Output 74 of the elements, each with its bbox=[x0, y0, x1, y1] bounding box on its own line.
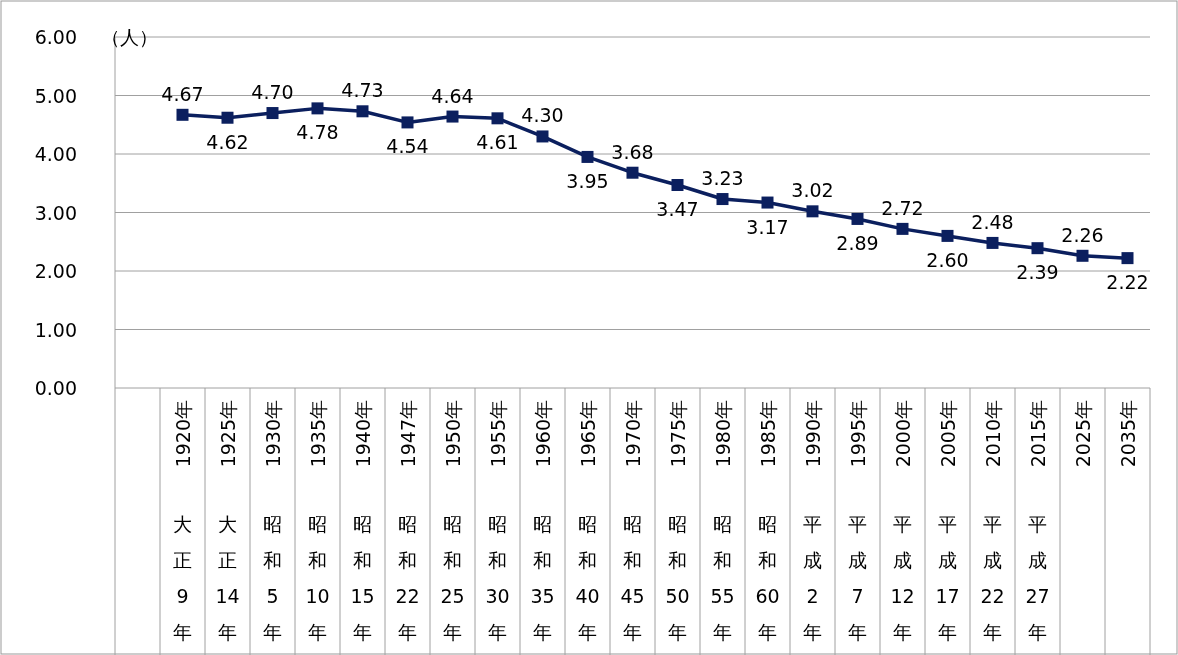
category-label: 1965年昭和40年 bbox=[575, 400, 600, 643]
category-label: 1995年平成7年 bbox=[846, 400, 869, 643]
point bbox=[806, 205, 819, 218]
point bbox=[446, 110, 459, 123]
category-label: 1960年昭和35年 bbox=[530, 400, 555, 643]
point bbox=[401, 116, 414, 129]
data-label: 3.02 bbox=[791, 179, 834, 202]
data-label: 2.72 bbox=[881, 196, 924, 219]
category-label: 1947年昭和22年 bbox=[395, 400, 420, 643]
point bbox=[986, 236, 999, 249]
point bbox=[536, 130, 549, 143]
category-label: 1970年昭和45年 bbox=[620, 400, 645, 643]
point bbox=[176, 108, 189, 121]
y-tick-label: 0.00 bbox=[34, 377, 77, 399]
data-label: 4.78 bbox=[296, 121, 339, 144]
category-label: 1940年昭和15年 bbox=[350, 400, 375, 643]
category-label: 1920年大正9年 bbox=[171, 400, 194, 643]
category-label: 2015年平成27年 bbox=[1025, 400, 1050, 643]
data-label: 2.22 bbox=[1106, 271, 1149, 294]
category-label: 1925年大正14年 bbox=[215, 400, 240, 643]
point bbox=[851, 212, 864, 225]
data-label: 2.39 bbox=[1016, 261, 1059, 284]
data-label: 3.68 bbox=[611, 140, 654, 163]
data-label: 4.62 bbox=[206, 130, 249, 153]
data-label: 3.47 bbox=[656, 198, 699, 221]
point bbox=[221, 111, 234, 124]
category-label: 2005年平成17年 bbox=[935, 400, 960, 643]
data-label: 4.73 bbox=[341, 79, 384, 102]
data-label: 2.60 bbox=[926, 248, 969, 271]
point bbox=[896, 222, 909, 235]
y-tick-label: 5.00 bbox=[34, 84, 77, 107]
category-label: 1985年昭和60年 bbox=[755, 400, 780, 643]
point bbox=[671, 179, 684, 192]
point bbox=[581, 150, 594, 163]
y-tick-label: 3.00 bbox=[34, 201, 77, 224]
category-label: 2010年平成22年 bbox=[980, 400, 1005, 643]
y-axis-title: （人） bbox=[101, 26, 158, 48]
data-label: 3.23 bbox=[701, 167, 744, 190]
category-label: 1950年昭和25年 bbox=[440, 400, 465, 643]
point bbox=[1121, 252, 1134, 265]
category-label: 1980年昭和55年 bbox=[710, 400, 735, 643]
y-tick-label: 4.00 bbox=[34, 143, 77, 165]
category-label: 1935年昭和10年 bbox=[305, 400, 330, 643]
data-label: 2.48 bbox=[971, 210, 1014, 233]
data-label: 2.89 bbox=[836, 231, 879, 254]
data-label: 3.17 bbox=[746, 215, 789, 238]
point bbox=[356, 105, 369, 118]
data-label: 4.67 bbox=[161, 82, 204, 105]
y-tick-label: 2.00 bbox=[34, 260, 77, 282]
category-label: 1930年昭和5年 bbox=[261, 400, 284, 643]
category-label: 1975年昭和50年 bbox=[665, 400, 690, 643]
data-label: 4.64 bbox=[431, 84, 474, 107]
x-tick-label: 2025年 bbox=[1071, 400, 1094, 468]
point bbox=[311, 102, 324, 115]
category-label: 1990年平成2年 bbox=[801, 400, 824, 643]
category-label: 1955年昭和30年 bbox=[485, 400, 510, 643]
data-label: 4.54 bbox=[386, 135, 429, 158]
point bbox=[491, 112, 504, 125]
point bbox=[716, 193, 729, 206]
y-tick-label: 1.00 bbox=[34, 318, 77, 341]
x-tick-label: 2035年 bbox=[1116, 400, 1139, 468]
data-label: 4.61 bbox=[476, 131, 519, 154]
y-tick-label: 6.00 bbox=[34, 26, 77, 48]
point bbox=[626, 166, 639, 179]
point bbox=[266, 107, 279, 120]
point bbox=[761, 196, 774, 209]
point bbox=[941, 229, 954, 242]
data-label: 2.26 bbox=[1061, 223, 1104, 246]
data-label: 4.70 bbox=[251, 81, 294, 104]
category-label: 2000年平成12年 bbox=[890, 400, 915, 643]
point bbox=[1031, 242, 1044, 255]
data-label: 4.30 bbox=[521, 104, 564, 127]
data-label: 3.95 bbox=[566, 169, 609, 192]
point bbox=[1076, 249, 1089, 262]
